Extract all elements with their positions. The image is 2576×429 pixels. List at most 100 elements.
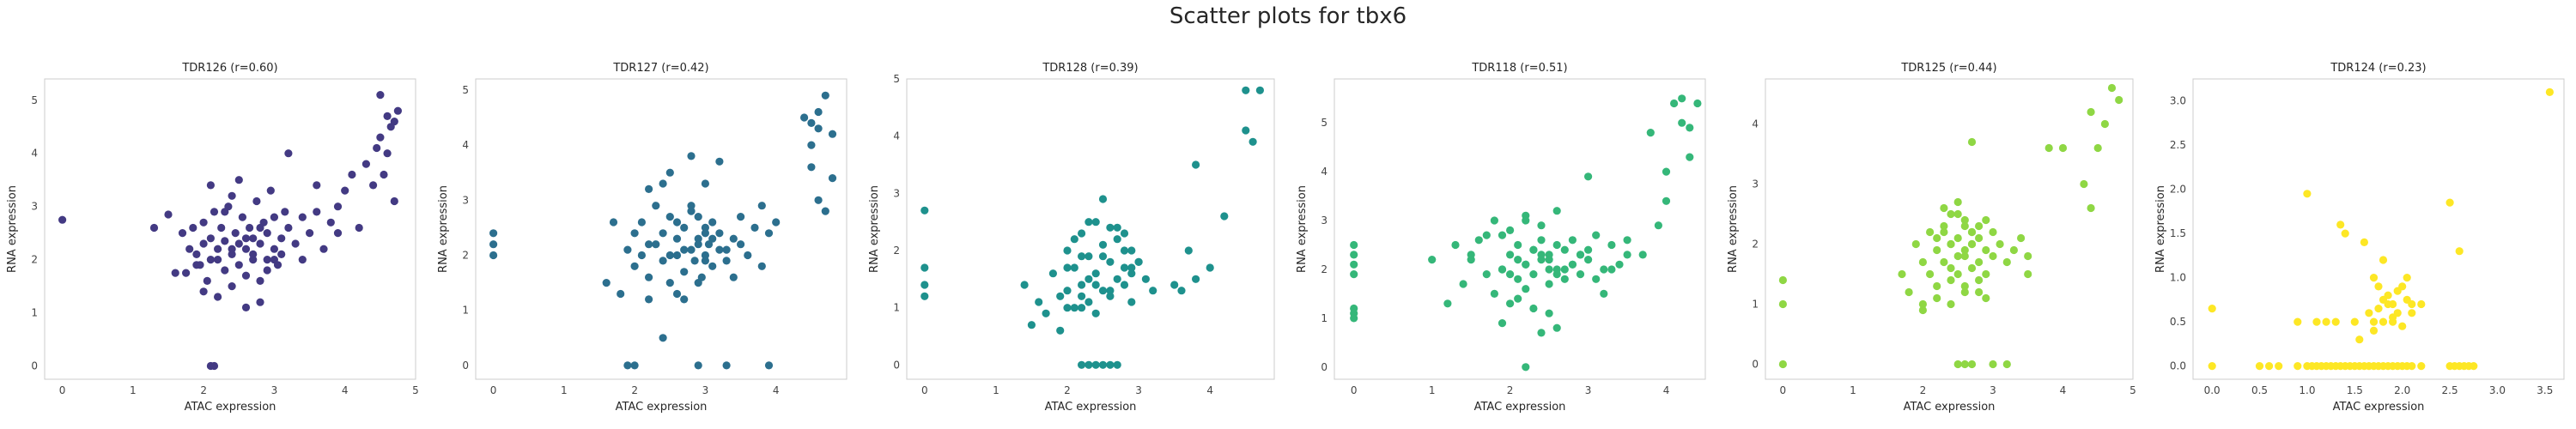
data-point xyxy=(1120,263,1129,272)
data-point xyxy=(687,152,696,160)
data-point xyxy=(2293,362,2302,371)
data-point xyxy=(1926,227,1935,237)
data-point xyxy=(1960,221,1969,231)
data-point xyxy=(149,223,159,233)
data-point xyxy=(1506,251,1515,259)
data-point xyxy=(2002,257,2011,267)
data-point xyxy=(814,124,823,133)
y-tick-label: 2 xyxy=(462,250,469,262)
data-point xyxy=(1042,309,1050,317)
data-point xyxy=(807,163,816,172)
y-tick-label: 3 xyxy=(462,194,469,206)
x-tick-label: 2 xyxy=(1507,384,1514,396)
x-tick-label: 5 xyxy=(2129,384,2136,396)
data-point xyxy=(1947,209,1955,219)
data-point xyxy=(687,207,696,215)
x-tick-label: 3 xyxy=(1990,384,1996,396)
data-point xyxy=(701,229,710,238)
data-point xyxy=(2044,143,2053,153)
data-point xyxy=(393,106,402,115)
data-point xyxy=(1975,257,1984,267)
data-point xyxy=(665,168,674,177)
data-point xyxy=(2322,317,2330,326)
data-point xyxy=(1975,275,1984,285)
data-point xyxy=(1693,99,1702,108)
data-point xyxy=(701,257,710,265)
data-point xyxy=(1078,229,1086,238)
y-tick-label: 0.5 xyxy=(2170,316,2186,328)
data-point xyxy=(1592,275,1601,283)
data-point xyxy=(1947,239,1955,249)
panel-title: TDR128 (r=0.39) xyxy=(1042,62,1138,75)
data-point xyxy=(1568,260,1577,269)
data-point xyxy=(1576,270,1585,279)
data-point xyxy=(1242,126,1250,135)
data-point xyxy=(489,229,498,238)
data-point xyxy=(1592,231,1601,239)
data-point xyxy=(750,223,759,232)
data-point xyxy=(228,282,236,291)
y-tick-label: 5 xyxy=(462,84,469,96)
data-point xyxy=(1670,99,1679,108)
data-point xyxy=(1063,246,1072,255)
data-point xyxy=(2009,245,2018,255)
data-point xyxy=(1091,281,1100,289)
data-point xyxy=(1350,270,1358,279)
data-point xyxy=(800,113,809,122)
data-point xyxy=(2369,326,2379,335)
data-point xyxy=(373,143,381,153)
data-point xyxy=(1960,287,1969,297)
data-point xyxy=(920,206,929,214)
data-point xyxy=(2365,309,2373,317)
data-point xyxy=(920,281,929,289)
data-point xyxy=(252,196,261,206)
data-point xyxy=(2024,251,2032,261)
data-point xyxy=(637,218,647,227)
scatter-panel-5: TDR124 (r=0.23) 0.0 0.5 1.0 1.5 2.0 2.5 3.0 3.5 0… xyxy=(2154,62,2565,414)
y-tick-label: 2 xyxy=(31,254,38,266)
data-point xyxy=(1967,239,1977,249)
data-point xyxy=(1350,260,1358,269)
data-point xyxy=(2408,299,2416,309)
data-point xyxy=(1506,270,1515,279)
data-point xyxy=(772,218,781,227)
data-point xyxy=(1078,252,1086,261)
data-point xyxy=(1170,281,1179,289)
data-point xyxy=(1255,86,1264,94)
data-point xyxy=(1568,236,1577,245)
data-point xyxy=(270,213,278,221)
y-tick-label: 0 xyxy=(1321,361,1327,373)
data-point xyxy=(1522,285,1530,293)
data-point xyxy=(2470,362,2478,371)
data-point xyxy=(1600,289,1608,298)
data-point xyxy=(1529,245,1538,254)
data-point xyxy=(1933,293,1941,303)
data-point xyxy=(228,245,236,253)
data-point xyxy=(2107,83,2117,93)
data-point xyxy=(1149,287,1157,295)
data-point xyxy=(2408,309,2416,317)
data-point xyxy=(1522,260,1530,269)
data-point xyxy=(221,266,229,275)
data-point xyxy=(680,223,689,232)
data-point xyxy=(361,160,370,168)
data-point xyxy=(1584,245,1593,254)
y-tick-label: 1 xyxy=(31,307,38,319)
panel-title: TDR126 (r=0.60) xyxy=(181,62,277,75)
data-point xyxy=(1177,287,1186,295)
data-point xyxy=(263,266,271,275)
data-point xyxy=(58,215,67,224)
data-point xyxy=(1947,275,1955,285)
data-point xyxy=(652,202,660,210)
data-point xyxy=(249,234,258,243)
data-point xyxy=(659,179,667,188)
data-point xyxy=(665,213,674,221)
data-point xyxy=(199,218,208,227)
data-point xyxy=(249,250,258,258)
data-point xyxy=(1070,235,1078,244)
data-point xyxy=(390,196,398,206)
data-point xyxy=(630,262,639,270)
scatter-panel-4: TDR125 (r=0.44) 0 1 2 3 4 5 0 1 2 3 4 ATAC expressio… xyxy=(1727,62,2136,414)
data-point xyxy=(2374,305,2383,313)
data-point xyxy=(1953,251,1962,261)
